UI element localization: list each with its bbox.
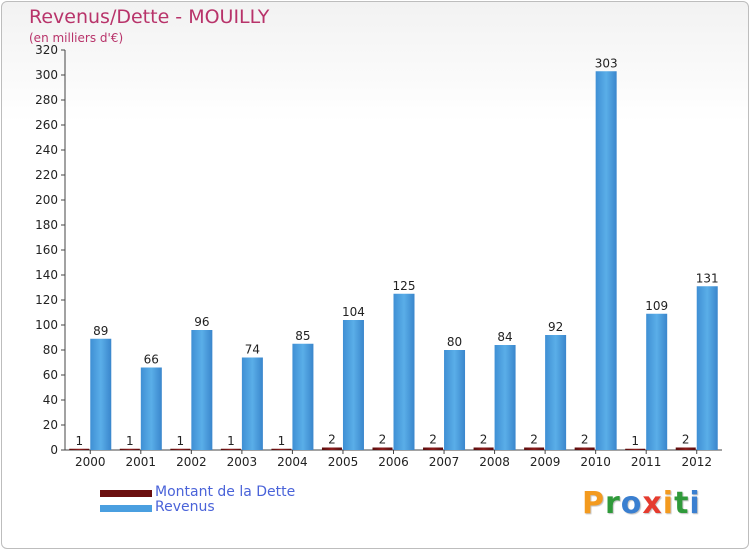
y-tick-label: 100 xyxy=(35,318,58,332)
debt-value-label: 1 xyxy=(126,434,134,448)
y-tick-label: 280 xyxy=(35,93,58,107)
debt-bar xyxy=(170,448,191,450)
revenue-value-label: 125 xyxy=(393,279,416,293)
legend-swatch-dette xyxy=(100,490,152,497)
revenue-bar xyxy=(393,293,415,450)
logo-letter: t xyxy=(674,486,690,521)
debt-value-label: 2 xyxy=(328,433,336,447)
revenue-value-label: 74 xyxy=(245,343,260,357)
proxiti-logo: Proxiti xyxy=(582,486,701,521)
revenue-bar xyxy=(140,367,162,450)
debt-bar xyxy=(524,447,545,450)
revenue-bar xyxy=(191,330,213,450)
y-tick-label: 160 xyxy=(35,243,58,257)
chart-title: Revenus/Dette - MOUILLY xyxy=(29,6,270,28)
y-tick-label: 0 xyxy=(50,443,58,457)
debt-value-label: 1 xyxy=(278,434,286,448)
y-tick-label: 180 xyxy=(35,218,58,232)
y-tick-label: 60 xyxy=(43,368,58,382)
logo-letter: P xyxy=(582,486,605,521)
revenue-value-label: 109 xyxy=(645,299,668,313)
revenue-bar xyxy=(90,338,112,450)
debt-bar xyxy=(321,447,342,450)
revenue-bar xyxy=(595,71,617,450)
revenue-value-label: 84 xyxy=(497,330,512,344)
x-tick-label: 2007 xyxy=(429,455,460,469)
debt-value-label: 1 xyxy=(631,434,639,448)
debt-bar xyxy=(675,447,696,450)
debt-bar xyxy=(271,448,292,450)
debt-value-label: 1 xyxy=(177,434,185,448)
x-tick-label: 2012 xyxy=(681,455,712,469)
x-tick-label: 2009 xyxy=(530,455,561,469)
logo-letter: i xyxy=(689,486,701,521)
debt-value-label: 1 xyxy=(75,434,83,448)
legend-label-revenus: Revenus xyxy=(155,499,215,515)
y-tick-label: 120 xyxy=(35,293,58,307)
debt-bar xyxy=(220,448,241,450)
logo-letter: i xyxy=(662,486,675,521)
legend-swatch-revenus xyxy=(100,505,152,512)
y-tick-label: 200 xyxy=(35,193,58,207)
revenue-bar xyxy=(646,313,668,450)
debt-bar xyxy=(574,447,595,450)
revenue-bar xyxy=(241,357,263,450)
logo-letter: r xyxy=(605,486,621,521)
y-tick-label: 20 xyxy=(43,418,58,432)
debt-bar xyxy=(69,448,90,450)
x-tick-label: 2001 xyxy=(126,455,157,469)
debt-value-label: 2 xyxy=(581,433,589,447)
revenue-value-label: 89 xyxy=(93,324,108,338)
x-tick-label: 2003 xyxy=(227,455,258,469)
revenue-value-label: 303 xyxy=(595,56,618,70)
debt-value-label: 1 xyxy=(227,434,235,448)
revenue-bar xyxy=(444,350,466,450)
x-tick-label: 2010 xyxy=(580,455,611,469)
y-tick-label: 320 xyxy=(35,43,58,57)
debt-value-label: 2 xyxy=(530,433,538,447)
debt-bar xyxy=(372,447,393,450)
debt-bar xyxy=(119,448,140,450)
x-tick-label: 2008 xyxy=(479,455,510,469)
chart-subtitle: (en milliers d'€) xyxy=(29,31,124,45)
revenue-bar xyxy=(342,320,364,450)
debt-bar xyxy=(423,447,444,450)
x-tick-label: 2000 xyxy=(75,455,106,469)
x-tick-label: 2011 xyxy=(631,455,662,469)
x-tick-label: 2006 xyxy=(378,455,409,469)
revenue-value-label: 80 xyxy=(447,335,462,349)
logo-letter: x xyxy=(642,486,663,521)
revenue-value-label: 66 xyxy=(144,353,159,367)
revenue-bar xyxy=(696,286,718,450)
revenue-value-label: 104 xyxy=(342,305,365,319)
revenue-bar xyxy=(545,335,567,450)
debt-value-label: 2 xyxy=(379,433,387,447)
y-tick-label: 240 xyxy=(35,143,58,157)
debt-value-label: 2 xyxy=(429,433,437,447)
debt-value-label: 2 xyxy=(682,433,690,447)
debt-bar xyxy=(473,447,494,450)
revenue-value-label: 131 xyxy=(696,271,719,285)
y-tick-label: 40 xyxy=(43,393,58,407)
revenue-value-label: 92 xyxy=(548,320,563,334)
y-tick-label: 220 xyxy=(35,168,58,182)
logo-letter: o xyxy=(620,486,643,521)
y-tick-label: 80 xyxy=(43,343,58,357)
debt-bar xyxy=(625,448,646,450)
x-tick-label: 2005 xyxy=(328,455,359,469)
revenue-bar xyxy=(292,343,314,450)
y-tick-label: 140 xyxy=(35,268,58,282)
revenue-value-label: 85 xyxy=(295,329,310,343)
revenue-value-label: 96 xyxy=(194,315,209,329)
legend-label-dette: Montant de la Dette xyxy=(155,484,296,500)
y-tick-label: 260 xyxy=(35,118,58,132)
x-tick-label: 2002 xyxy=(176,455,207,469)
y-tick-label: 300 xyxy=(35,68,58,82)
revenue-bar xyxy=(494,345,516,450)
debt-value-label: 2 xyxy=(480,433,488,447)
x-tick-label: 2004 xyxy=(277,455,308,469)
